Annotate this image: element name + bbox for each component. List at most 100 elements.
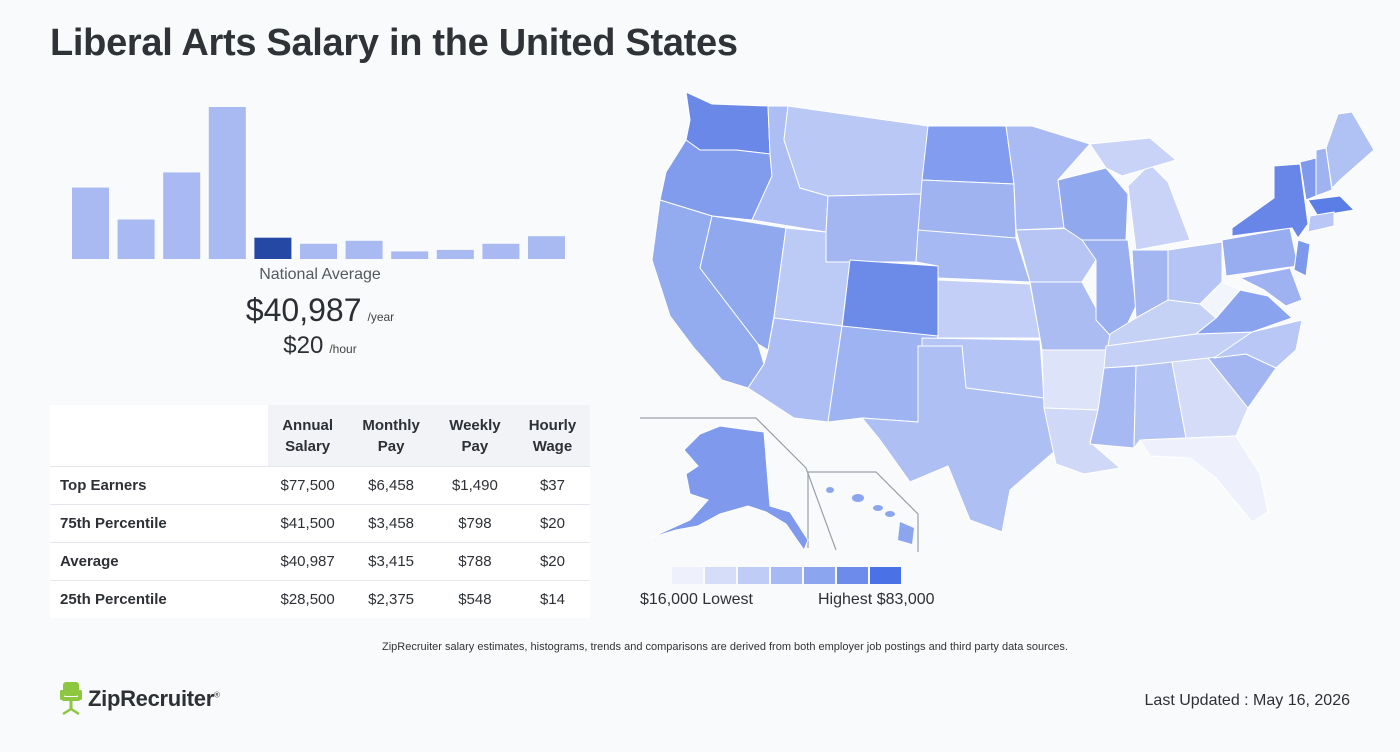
- legend-swatch: [837, 567, 868, 584]
- table-header-hourly: Hourly Wage: [514, 405, 590, 467]
- table-header-row: Annual Salary Monthly Pay Weekly Pay Hourly…: [50, 405, 590, 467]
- map-state-west-virginia[interactable]: [1199, 281, 1241, 319]
- map-state-alaska[interactable]: [649, 425, 809, 552]
- table-cell: $3,458: [347, 504, 435, 543]
- header-line: Monthly: [362, 416, 420, 434]
- table-cell: $14: [514, 580, 590, 618]
- national-average-label: National Average: [259, 266, 381, 283]
- map-state-maine[interactable]: [1325, 111, 1375, 189]
- row-label: 25th Percentile: [50, 580, 268, 618]
- map-state-michigan[interactable]: [1127, 163, 1191, 251]
- map-state-wisconsin[interactable]: [1057, 167, 1129, 241]
- page-title: Liberal Arts Salary in the United States: [50, 22, 738, 64]
- table-cell: $2,375: [347, 580, 435, 618]
- table-cell: $798: [434, 504, 515, 543]
- map-state-montana[interactable]: [783, 105, 929, 197]
- hourly-wage-value: $20: [283, 332, 324, 359]
- row-label: Average: [50, 542, 268, 581]
- map-state-arkansas[interactable]: [1041, 349, 1109, 411]
- table-row: Average $40,987 $3,415 $788 $20: [50, 542, 590, 581]
- legend-swatch: [804, 567, 835, 584]
- table-header-monthly: Monthly Pay: [347, 405, 435, 467]
- legend-high-label: Highest $83,000: [818, 591, 935, 608]
- header-line: Hourly: [528, 416, 577, 434]
- national-average-yearly: $40,987/year: [200, 292, 440, 329]
- yearly-salary-value: $40,987: [245, 292, 362, 328]
- table-cell: $77,500: [268, 466, 348, 505]
- hourly-unit: /hour: [329, 342, 357, 356]
- map-state-new-jersey[interactable]: [1293, 239, 1311, 277]
- header-line: Wage: [532, 437, 573, 455]
- histogram-bar: [72, 187, 109, 259]
- map-state-texas[interactable]: [861, 345, 1057, 533]
- table-cell: $37: [514, 466, 590, 505]
- map-state-new-hampshire[interactable]: [1315, 147, 1333, 197]
- ziprecruiter-logo[interactable]: ZipRecruiter®: [60, 682, 220, 716]
- legend-low-label: $16,000 Lowest: [640, 591, 753, 608]
- legend-swatch: [870, 567, 901, 584]
- map-state-washington[interactable]: [685, 91, 771, 155]
- row-label: Top Earners: [50, 466, 268, 505]
- histogram-bar: [208, 107, 246, 259]
- map-state-connecticut[interactable]: [1307, 211, 1335, 233]
- row-label: 75th Percentile: [50, 504, 268, 543]
- map-state-north-dakota[interactable]: [921, 125, 1015, 185]
- table-cell: $41,500: [268, 504, 348, 543]
- logo-text: ZipRecruiter®: [88, 686, 220, 712]
- table-cell: $788: [434, 542, 515, 581]
- map-state-wyoming[interactable]: [825, 193, 923, 263]
- table-cell: $6,458: [347, 466, 435, 505]
- table-cell: $3,415: [347, 542, 435, 581]
- table-cell: $1,490: [434, 466, 515, 505]
- header-line: Weekly: [449, 416, 501, 434]
- histogram-bar-national-average: [254, 237, 292, 259]
- map-state-georgia[interactable]: [1171, 357, 1249, 439]
- table-cell: $40,987: [268, 542, 348, 581]
- table-row: 25th Percentile $28,500 $2,375 $548 $14: [50, 580, 590, 618]
- table-cell: $20: [514, 504, 590, 543]
- chair-icon: [60, 682, 82, 716]
- table-row: Top Earners $77,500 $6,458 $1,490 $37: [50, 466, 590, 505]
- histogram-bar: [482, 243, 520, 259]
- header-line: Salary: [285, 437, 331, 455]
- last-updated: Last Updated : May 16, 2026: [1144, 692, 1350, 709]
- legend-swatch: [738, 567, 769, 584]
- map-state-kansas[interactable]: [937, 279, 1041, 339]
- legend-swatch: [672, 567, 703, 584]
- logo-wordmark: ZipRecruiter: [88, 686, 214, 711]
- table-header-weekly: Weekly Pay: [434, 405, 515, 467]
- map-state-nebraska[interactable]: [915, 229, 1031, 283]
- legend-swatch: [771, 567, 802, 584]
- histogram-bar: [163, 172, 201, 259]
- table-header-annual: Annual Salary: [268, 405, 348, 467]
- map-state-hawaii[interactable]: [826, 487, 914, 544]
- map-state-maryland[interactable]: [1239, 267, 1303, 307]
- histogram-bar: [528, 236, 565, 259]
- legend-swatch: [705, 567, 736, 584]
- histogram-bar: [345, 240, 383, 259]
- national-average-hourly: $20/hour: [200, 332, 440, 360]
- map-state-colorado[interactable]: [841, 259, 939, 339]
- map-inset-frame: [640, 417, 919, 552]
- table-cell: $548: [434, 580, 515, 618]
- histogram-bar: [391, 251, 429, 259]
- histogram-bar: [300, 243, 337, 259]
- table-cell: $20: [514, 542, 590, 581]
- header-line: Annual: [282, 416, 334, 434]
- pay-percentile-table: Annual Salary Monthly Pay Weekly Pay Hourly…: [50, 405, 590, 618]
- header-line: Pay: [377, 437, 405, 455]
- table-row: 75th Percentile $41,500 $3,458 $798 $20: [50, 504, 590, 543]
- table-cell: $28,500: [268, 580, 348, 618]
- map-state-new-york[interactable]: [1231, 163, 1309, 239]
- map-state-massachusetts[interactable]: [1307, 195, 1355, 217]
- map-state-florida[interactable]: [1139, 435, 1269, 523]
- logo-registered-mark: ®: [213, 690, 220, 700]
- header-line: Pay: [461, 437, 489, 455]
- map-state-michigan-upper[interactable]: [1089, 137, 1177, 177]
- table-header-blank: [50, 405, 268, 467]
- map-color-legend: [672, 567, 901, 584]
- histogram-bar: [436, 249, 474, 259]
- yearly-unit: /year: [367, 310, 395, 324]
- histogram-bar: [117, 219, 155, 259]
- map-state-mississippi[interactable]: [1089, 365, 1137, 449]
